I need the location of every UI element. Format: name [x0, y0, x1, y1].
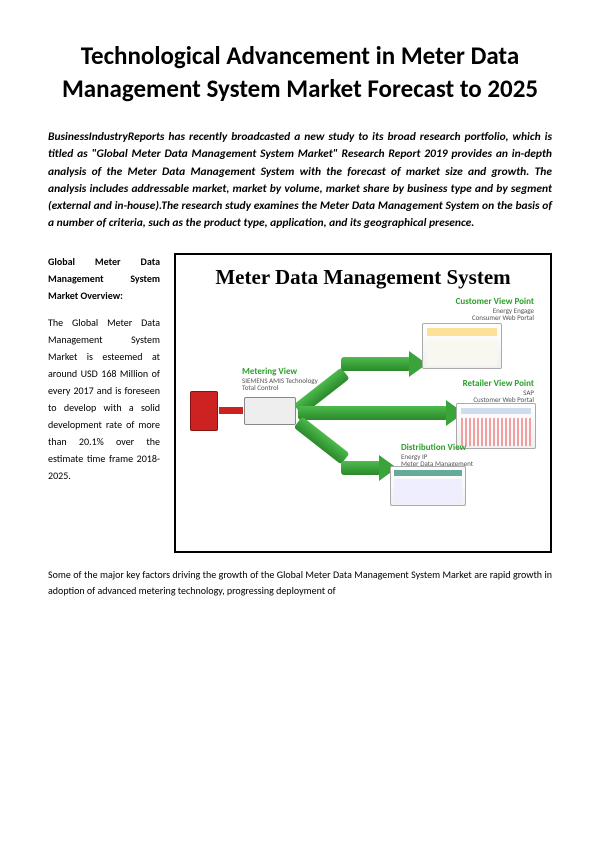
- intro-paragraph: BusinessIndustryReports has recently bro…: [48, 129, 552, 233]
- red-connector: [219, 407, 243, 414]
- customer-label-group: Customer View Point Energy Engage Consum…: [456, 297, 534, 322]
- dist-label-group: Distribution View Energy IP Meter Data M…: [401, 443, 473, 468]
- customer-sub2: Consumer Web Portal: [456, 314, 534, 322]
- diagram-body: Metering View SIEMENS AMIS Technology To…: [186, 303, 540, 518]
- arrow-dist-shaft2: [341, 461, 381, 475]
- dist-node: [390, 466, 466, 506]
- arrow-dist-shaft: [294, 416, 350, 464]
- overview-column: Global Meter Data Management System Mark…: [48, 253, 160, 553]
- source-node: [190, 391, 218, 431]
- footer-paragraph: Some of the major key factors driving th…: [48, 567, 552, 599]
- meter-node: [244, 397, 296, 425]
- overview-body: The Global Meter Data Management System …: [48, 314, 160, 484]
- arrow-retailer-shaft: [298, 406, 448, 420]
- arrow-customer-shaft2: [341, 357, 411, 371]
- page-title: Technological Advancement in Meter Data …: [48, 40, 552, 105]
- customer-node: [422, 323, 502, 369]
- diagram-title: Meter Data Management System: [186, 265, 540, 289]
- metering-label-group: Metering View SIEMENS AMIS Technology To…: [242, 367, 318, 392]
- diagram-container: Meter Data Management System Metering Vi…: [174, 253, 552, 553]
- retailer-label-group: Retailer View Point SAP Customer Web Por…: [463, 379, 534, 404]
- metering-sub2: Total Control: [242, 384, 318, 392]
- content-row: Global Meter Data Management System Mark…: [48, 253, 552, 553]
- overview-heading: Global Meter Data Management System Mark…: [48, 253, 160, 304]
